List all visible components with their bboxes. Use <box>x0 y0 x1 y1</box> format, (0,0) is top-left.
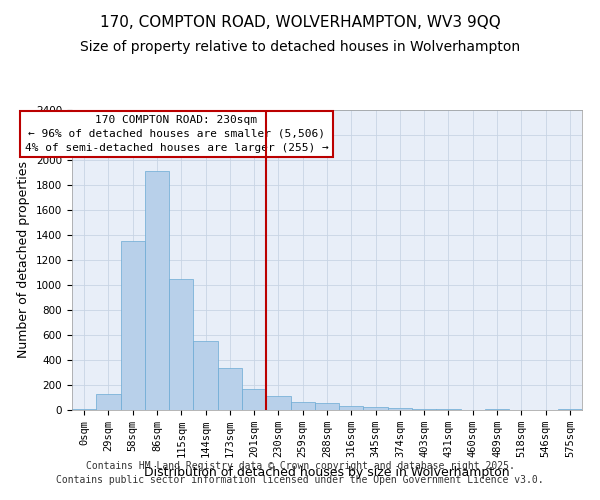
Bar <box>145 171 169 410</box>
Bar <box>558 409 582 410</box>
Text: 170, COMPTON ROAD, WOLVERHAMPTON, WV3 9QQ: 170, COMPTON ROAD, WOLVERHAMPTON, WV3 9Q… <box>100 15 500 30</box>
Bar <box>96 394 121 410</box>
X-axis label: Distribution of detached houses by size in Wolverhampton: Distribution of detached houses by size … <box>144 466 510 478</box>
Bar <box>388 408 412 410</box>
Y-axis label: Number of detached properties: Number of detached properties <box>17 162 31 358</box>
Bar <box>266 396 290 410</box>
Bar <box>339 406 364 410</box>
Bar <box>315 403 339 410</box>
Text: Size of property relative to detached houses in Wolverhampton: Size of property relative to detached ho… <box>80 40 520 54</box>
Bar <box>218 368 242 410</box>
Bar <box>290 402 315 410</box>
Bar <box>121 242 145 410</box>
Text: Contains HM Land Registry data © Crown copyright and database right 2025.
Contai: Contains HM Land Registry data © Crown c… <box>56 461 544 485</box>
Bar <box>169 279 193 410</box>
Bar <box>412 409 436 410</box>
Bar <box>193 340 218 410</box>
Bar <box>242 389 266 410</box>
Text: 170 COMPTON ROAD: 230sqm
← 96% of detached houses are smaller (5,506)
4% of semi: 170 COMPTON ROAD: 230sqm ← 96% of detach… <box>25 115 328 153</box>
Bar <box>364 407 388 410</box>
